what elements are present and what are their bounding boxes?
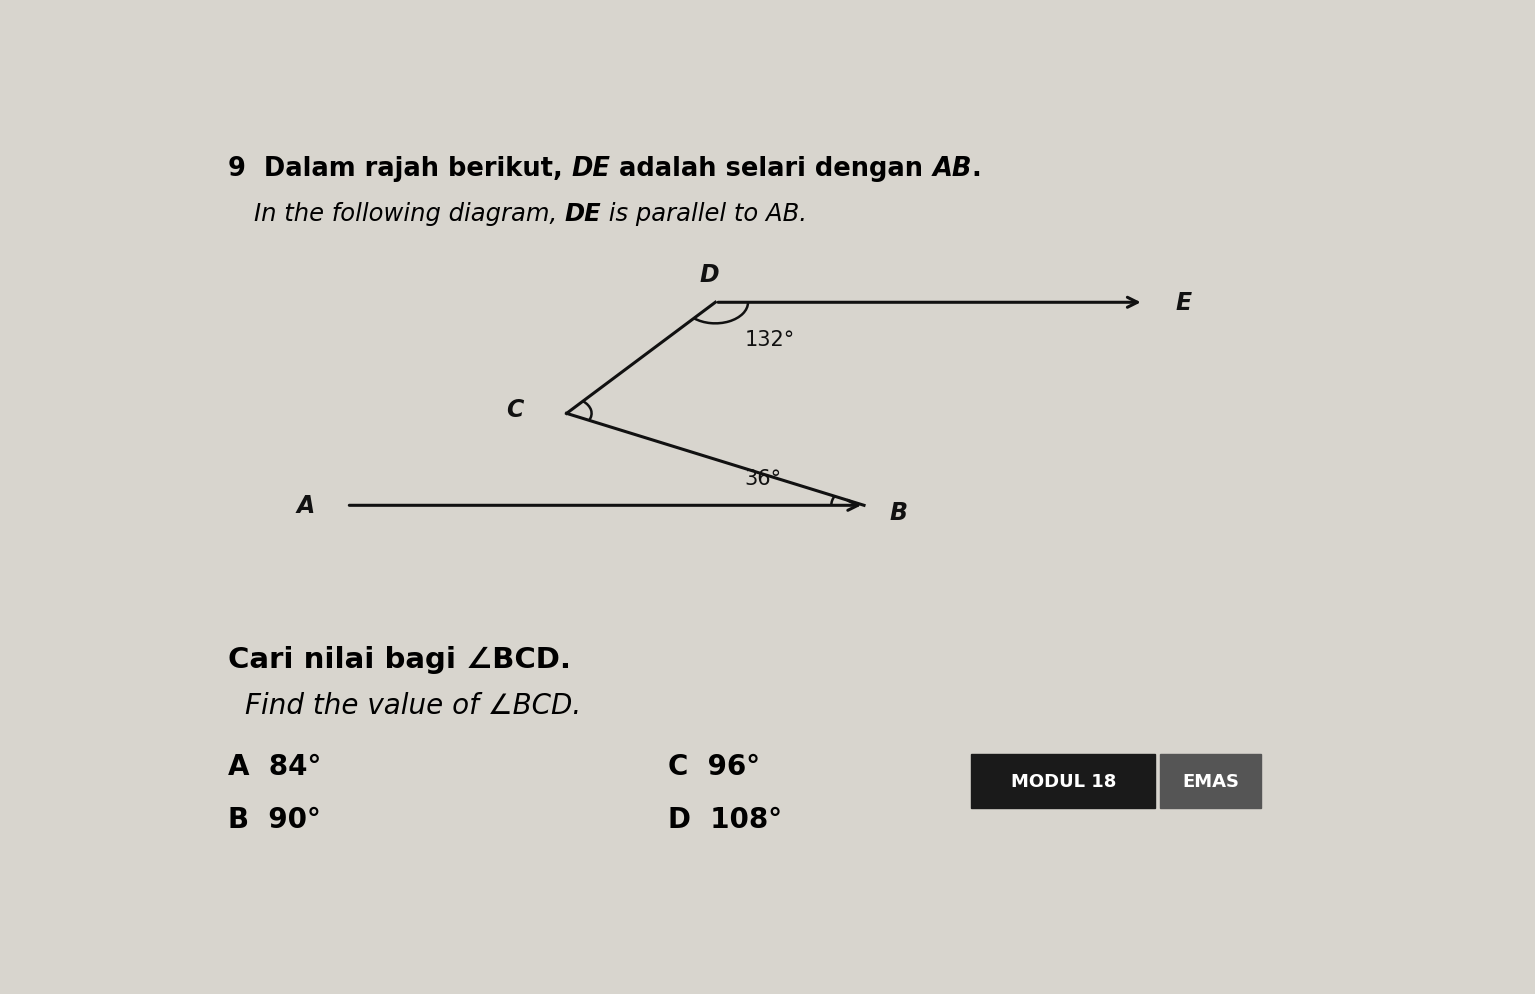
Text: In the following diagram,: In the following diagram, [253, 202, 565, 226]
Text: adalah selari dengan: adalah selari dengan [611, 156, 932, 182]
Text: 132°: 132° [744, 330, 795, 350]
Text: EMAS: EMAS [1182, 772, 1239, 790]
Text: B  90°: B 90° [227, 805, 321, 834]
Text: 36°: 36° [744, 469, 781, 489]
Text: C  96°: C 96° [668, 752, 760, 780]
Text: A: A [296, 494, 315, 518]
Text: .: . [972, 156, 981, 182]
Text: C: C [507, 398, 523, 421]
Text: AB: AB [932, 156, 972, 182]
Text: E: E [1176, 291, 1191, 315]
Text: A  84°: A 84° [227, 752, 321, 780]
Text: MODUL 18: MODUL 18 [1010, 772, 1116, 790]
Text: Cari nilai bagi ∠BCD.: Cari nilai bagi ∠BCD. [227, 645, 571, 673]
Text: 9  Dalam rajah berikut,: 9 Dalam rajah berikut, [227, 156, 571, 182]
Text: D: D [700, 262, 720, 286]
Text: DE: DE [565, 202, 602, 226]
FancyBboxPatch shape [972, 754, 1156, 808]
Text: DE: DE [571, 156, 611, 182]
Text: D  108°: D 108° [668, 805, 781, 834]
Text: Find the value of ∠BCD.: Find the value of ∠BCD. [246, 691, 582, 719]
Text: B: B [890, 501, 907, 525]
Text: is parallel to AB.: is parallel to AB. [602, 202, 807, 226]
FancyBboxPatch shape [1160, 754, 1262, 808]
